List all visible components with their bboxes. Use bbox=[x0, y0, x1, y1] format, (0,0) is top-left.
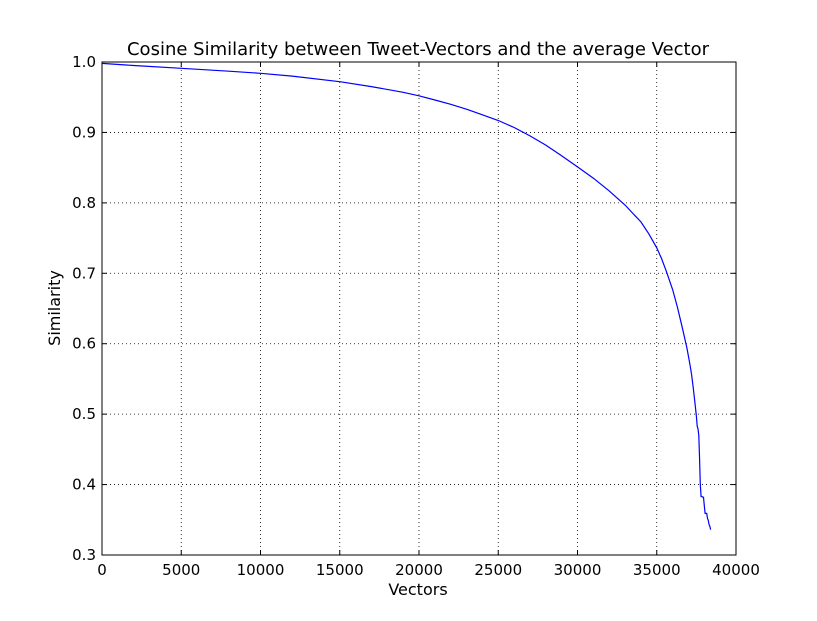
x-tick-label: 0 bbox=[97, 561, 107, 579]
y-tick-label: 0.4 bbox=[72, 476, 96, 494]
y-tick-label: 1.0 bbox=[72, 53, 96, 71]
x-tick-label: 35000 bbox=[633, 561, 681, 579]
series-line bbox=[101, 62, 712, 530]
plot-frame bbox=[101, 61, 737, 556]
x-tick-label: 15000 bbox=[316, 561, 364, 579]
series-layer bbox=[101, 62, 712, 530]
grid-lines bbox=[102, 62, 736, 555]
y-tick-label: 0.8 bbox=[72, 194, 96, 212]
y-axis-label: Similarity bbox=[45, 270, 64, 346]
x-tick-label: 30000 bbox=[554, 561, 602, 579]
x-tick-label: 40000 bbox=[712, 561, 760, 579]
y-tick-label: 0.9 bbox=[72, 123, 96, 141]
x-tick-label: 5000 bbox=[162, 561, 200, 579]
x-axis-label: Vectors bbox=[388, 580, 447, 599]
y-tick-label: 0.7 bbox=[72, 264, 96, 282]
y-tick-label: 0.6 bbox=[72, 335, 96, 353]
x-tick-label: 20000 bbox=[395, 561, 443, 579]
axes: 0 5000 10000 15000 20000 25000 30000 35000 40000… bbox=[72, 53, 760, 579]
x-tick-label: 10000 bbox=[237, 561, 285, 579]
y-tick-label: 0.5 bbox=[72, 405, 96, 423]
y-tick-label: 0.3 bbox=[72, 546, 96, 564]
x-tick-label: 25000 bbox=[474, 561, 522, 579]
chart-title: Cosine Similarity between Tweet-Vectors … bbox=[127, 39, 710, 60]
